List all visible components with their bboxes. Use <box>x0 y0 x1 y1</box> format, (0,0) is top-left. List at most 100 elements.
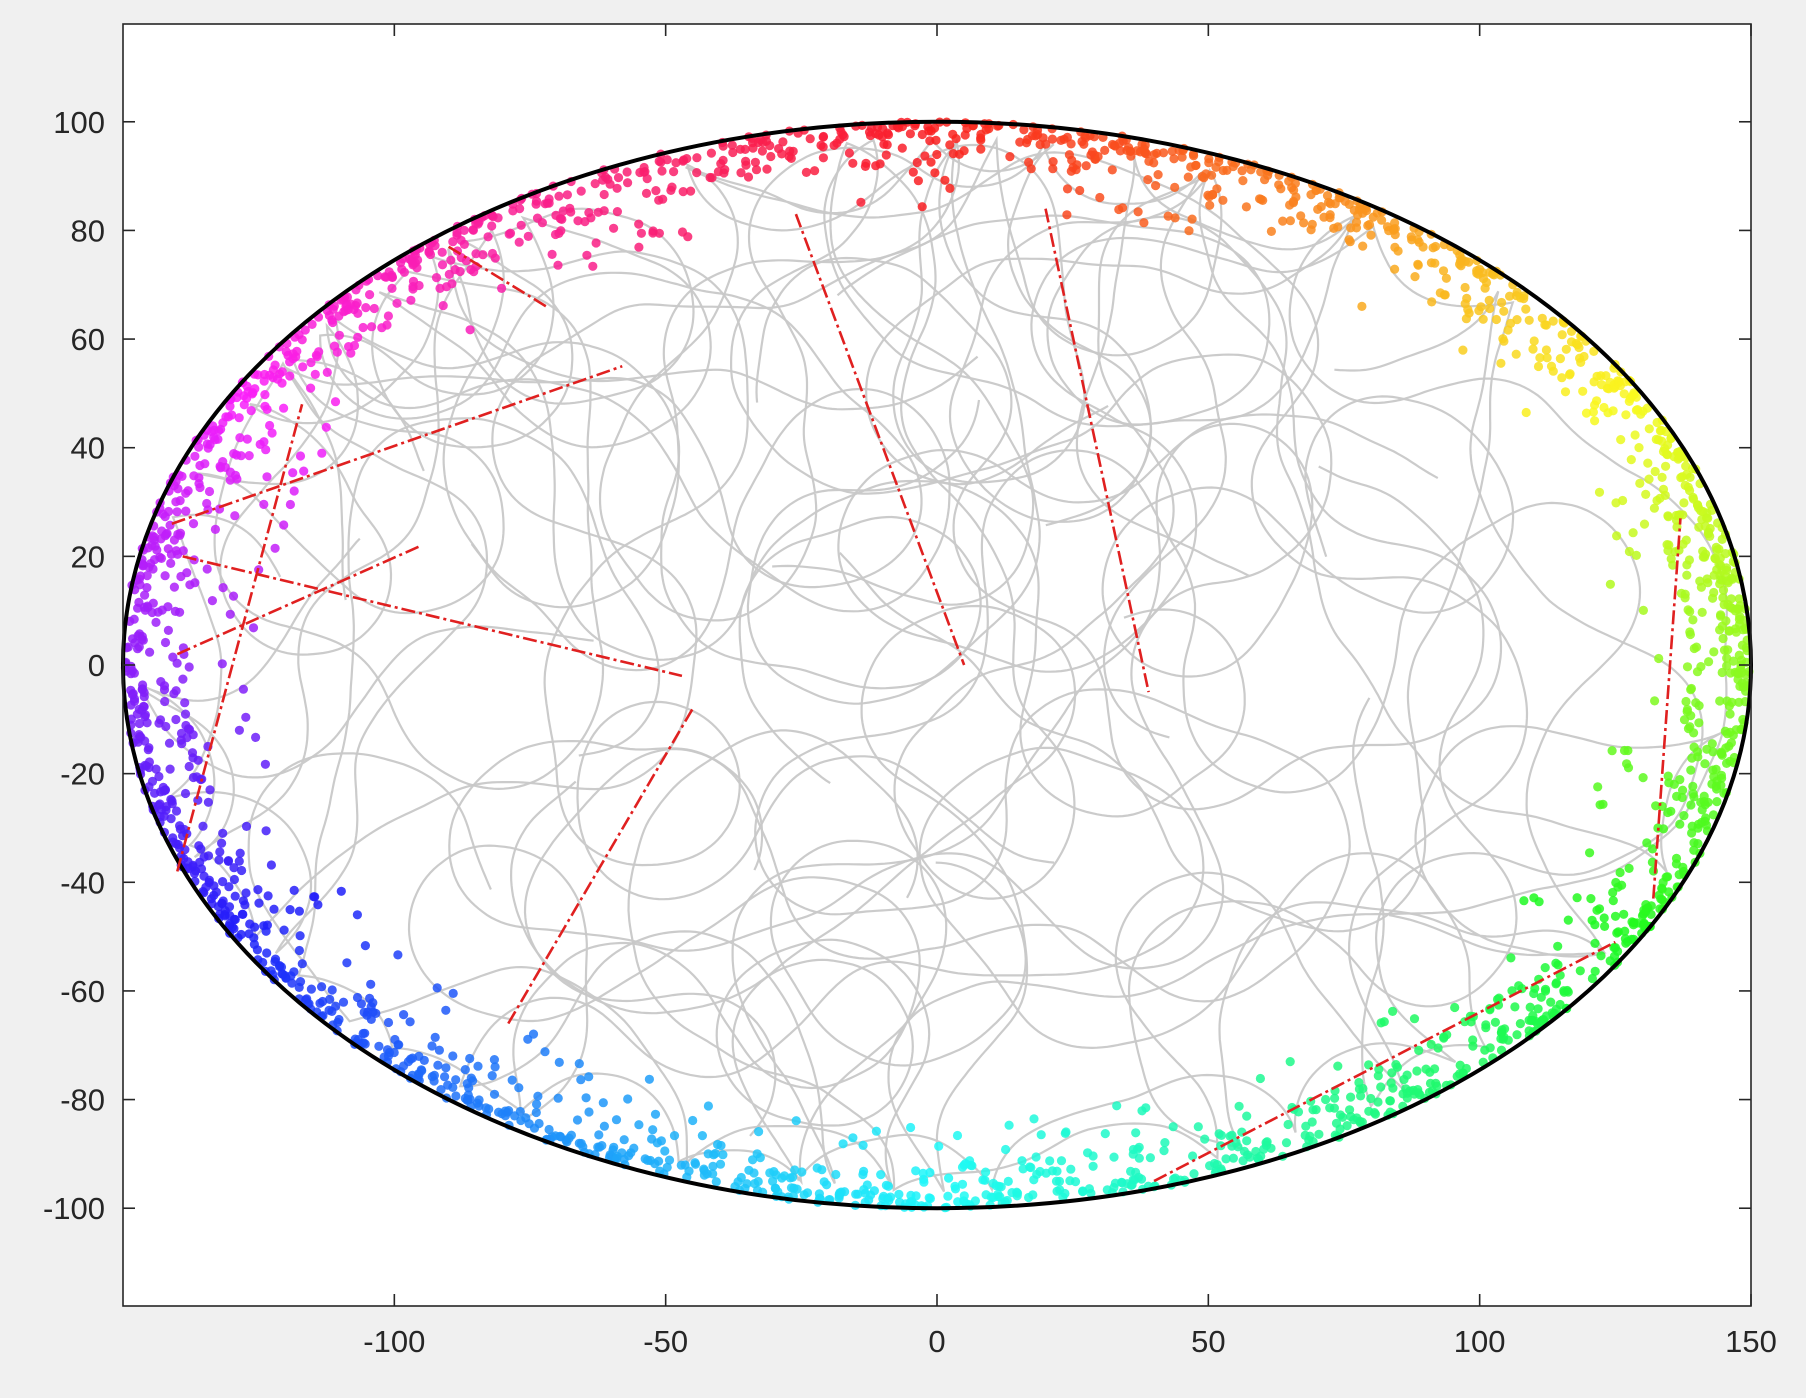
wall-contact-point <box>1512 1030 1522 1040</box>
wall-contact-point <box>437 260 448 270</box>
wall-contact-point <box>1557 373 1567 383</box>
wall-contact-point <box>1528 344 1538 354</box>
wall-contact-point <box>711 1177 721 1187</box>
wall-contact-point <box>678 187 688 197</box>
wall-contact-point <box>906 1122 916 1133</box>
jump-segment <box>794 213 966 666</box>
wall-contact-point <box>171 686 181 696</box>
wall-contact-point <box>1592 396 1602 406</box>
wall-contact-point <box>1682 707 1692 717</box>
wall-contact-point <box>225 467 235 477</box>
wall-contact-point <box>553 260 563 270</box>
wall-contact-point <box>1605 377 1615 387</box>
wall-contact-point <box>1281 1138 1292 1148</box>
wall-contact-point <box>1652 417 1662 428</box>
wall-contact-point <box>1393 246 1403 256</box>
wall-contact-point <box>260 759 270 769</box>
wall-contact-point <box>960 1159 971 1169</box>
wall-contact-point <box>204 875 214 885</box>
wall-contact-point <box>1028 1190 1038 1200</box>
wall-contact-point <box>1521 304 1531 314</box>
wall-contact-point <box>1643 458 1653 468</box>
wall-contact-point <box>1409 1014 1420 1024</box>
wall-contact-point <box>1663 512 1673 522</box>
wall-contact-point <box>1158 148 1169 158</box>
wall-contact-point <box>1490 1017 1500 1027</box>
wall-contact-point <box>140 590 150 600</box>
wall-contact-point <box>945 183 955 193</box>
wall-contact-point <box>920 151 930 161</box>
wall-contact-point <box>1159 1146 1169 1156</box>
wall-contact-point <box>1581 408 1592 418</box>
jump-segment <box>176 403 304 872</box>
x-tick-label: 0 <box>928 1324 945 1359</box>
wall-contact-point <box>1427 297 1437 307</box>
jump-segment <box>182 555 683 678</box>
wall-contact-point <box>1307 1117 1317 1127</box>
wall-contact-point <box>996 1182 1006 1192</box>
wall-contact-point <box>238 684 248 694</box>
wall-contact-point <box>245 919 255 929</box>
wall-contact-point <box>1511 349 1521 359</box>
y-tick-label: -20 <box>60 757 105 792</box>
wall-contact-point <box>1657 436 1667 446</box>
wall-contact-point <box>278 969 288 980</box>
wall-contact-point <box>1314 1129 1324 1139</box>
wall-contact-point <box>1296 211 1306 221</box>
wall-contact-point <box>1686 800 1696 810</box>
wall-contact-point <box>244 451 254 461</box>
wall-contact-point <box>1687 828 1697 838</box>
wall-contact-point <box>874 130 884 140</box>
wall-contact-point <box>352 910 362 920</box>
wall-contact-point <box>1083 1148 1093 1158</box>
wall-contact-point <box>275 962 285 972</box>
wall-contact-point <box>1228 1153 1238 1163</box>
wall-contact-point <box>929 123 940 133</box>
wall-contact-point <box>1141 1103 1151 1113</box>
wall-contact-point <box>399 1010 409 1020</box>
wall-contact-point <box>232 450 242 460</box>
wall-contact-point <box>636 228 647 238</box>
wall-contact-point <box>398 1061 409 1071</box>
wall-contact-point <box>1557 330 1567 340</box>
wall-contact-point <box>1696 582 1706 592</box>
wall-contact-point <box>778 137 788 147</box>
wall-contact-point <box>1628 528 1638 538</box>
wall-contact-point <box>785 146 795 156</box>
trajectory-path <box>509 214 1728 1193</box>
wall-contact-point <box>1325 1103 1335 1113</box>
wall-contact-point <box>180 709 191 719</box>
wall-contact-point <box>1724 741 1734 751</box>
wall-contact-point <box>142 571 152 581</box>
wall-contact-point <box>1428 243 1438 253</box>
wall-contact-point <box>331 1001 341 1011</box>
wall-contact-point <box>407 1053 418 1063</box>
wall-contact-point <box>1426 1039 1436 1049</box>
wall-contact-point <box>1689 728 1699 738</box>
wall-contact-point <box>328 304 338 314</box>
wall-contact-point <box>952 1130 963 1141</box>
wall-contact-point <box>1546 361 1557 371</box>
wall-contact-point <box>183 486 193 496</box>
wall-contact-point <box>859 1185 869 1195</box>
wall-contact-point <box>642 174 652 184</box>
wall-contact-point <box>648 226 658 236</box>
wall-contact-point <box>1402 1088 1412 1098</box>
wall-contact-point <box>879 139 889 149</box>
wall-contact-point <box>193 755 203 765</box>
wall-contact-point <box>1663 771 1673 781</box>
wall-contact-point <box>143 543 153 553</box>
wall-contact-point <box>341 301 351 311</box>
wall-contact-point <box>161 721 171 732</box>
wall-contact-point <box>297 335 307 345</box>
wall-contact-point <box>459 225 469 235</box>
wall-contact-point <box>140 605 150 615</box>
wall-contact-point <box>353 1035 363 1045</box>
wall-contact-point <box>599 1121 610 1131</box>
wall-contact-point <box>948 149 958 159</box>
wall-contact-point <box>1078 1187 1088 1197</box>
wall-contact-point <box>1702 744 1712 754</box>
wall-contact-point <box>387 283 397 293</box>
wall-contact-point <box>727 140 737 150</box>
wall-contact-point <box>514 237 524 247</box>
